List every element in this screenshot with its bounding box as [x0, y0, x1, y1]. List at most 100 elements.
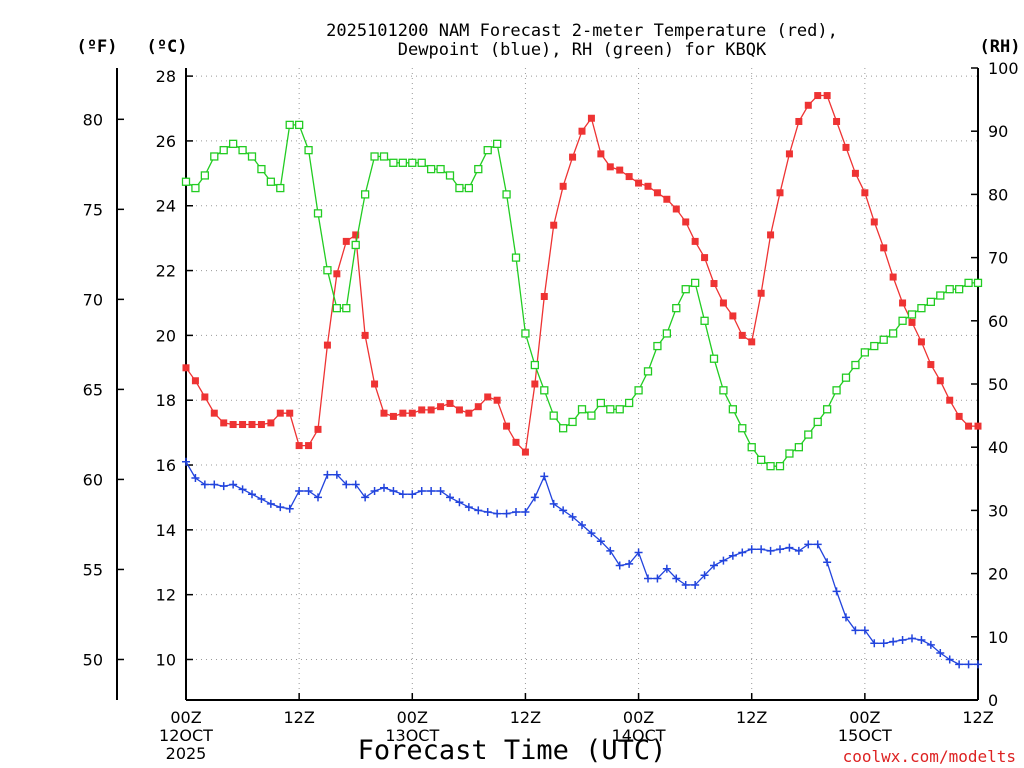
rh-point: [879, 335, 888, 344]
dewpoint-series: [182, 457, 982, 669]
dewpoint-point: [662, 564, 671, 573]
dewpoint-point: [813, 540, 822, 549]
2-meter-temperature-point: [220, 419, 228, 427]
dewpoint-point: [700, 571, 709, 580]
dewpoint-point: [908, 634, 916, 643]
dewpoint-point: [757, 545, 766, 554]
2-meter-temperature-point: [719, 299, 727, 307]
2-meter-temperature-point: [861, 189, 869, 197]
dewpoint-point: [446, 493, 454, 502]
rh-point: [822, 405, 832, 414]
rh-point: [417, 158, 426, 167]
data-series: [181, 92, 983, 669]
2-meter-temperature-point: [936, 377, 944, 385]
dewpoint-point: [870, 639, 879, 648]
2-meter-temperature-point: [823, 92, 831, 100]
2-meter-temperature-point: [842, 143, 850, 151]
2-meter-temperature-point: [427, 406, 435, 414]
fahrenheit-tick-label: 55: [83, 560, 103, 579]
dewpoint-point: [596, 537, 605, 546]
rh-point: [360, 190, 370, 199]
rh-point: [379, 152, 389, 161]
rh-point: [747, 443, 756, 452]
2-meter-temperature-point: [239, 421, 247, 429]
2-meter-temperature-point: [389, 412, 397, 420]
2-meter-temperature-point: [682, 218, 690, 226]
rh-point: [766, 462, 775, 471]
dewpoint-point: [747, 545, 756, 554]
credit-link[interactable]: coolwx.com/modelts: [843, 747, 1016, 766]
2-meter-temperature-point: [672, 205, 680, 213]
rh-point: [313, 209, 323, 218]
2-meter-temperature-point: [889, 273, 897, 281]
2-meter-temperature-point: [540, 292, 548, 300]
rh-point: [785, 449, 794, 458]
rh-point: [436, 164, 445, 174]
rh-point: [907, 310, 917, 319]
rh-point: [247, 152, 257, 161]
2-meter-temperature-point: [455, 406, 463, 414]
rh-point: [898, 316, 907, 325]
dewpoint-point: [615, 561, 624, 570]
rh-tick-label: 80: [988, 185, 1008, 204]
dewpoint-point: [851, 626, 860, 635]
rh-series: [181, 120, 983, 471]
2-meter-temperature-point: [851, 169, 859, 177]
2-meter-temperature-point: [531, 380, 539, 388]
2-meter-temperature-point: [286, 409, 294, 417]
2-meter-temperature-point: [804, 101, 812, 109]
2-meter-temperature-point: [361, 331, 369, 339]
rh-point: [568, 417, 577, 427]
2-meter-temperature-point: [371, 380, 379, 388]
x-tick-label: 12Z: [283, 708, 314, 727]
dewpoint-point: [229, 480, 238, 489]
dewpoint-point: [417, 486, 426, 495]
dewpoint-point: [530, 493, 539, 502]
rh-point: [775, 462, 785, 471]
2-meter-temperature-point: [191, 377, 199, 385]
dewpoint-point: [766, 546, 775, 555]
2-meter-temperature-point: [880, 244, 888, 252]
dewpoint-point: [332, 470, 341, 479]
rh-point: [370, 152, 379, 161]
axis-ticks: 10 12 14 16 18 20 22 24 26 28 50 55 60 65 70 75 80 0 10 20 3…: [83, 59, 1019, 763]
2-meter-temperature-point: [446, 399, 454, 407]
rh-tick-label: 0: [988, 691, 998, 710]
2-meter-temperature-point: [229, 421, 237, 429]
2-meter-temperature-point: [418, 406, 426, 414]
dewpoint-point: [634, 548, 643, 557]
rh-point: [738, 424, 747, 433]
rh-point: [540, 386, 549, 395]
2-meter-temperature-point: [257, 421, 265, 429]
x-tick-label: 00Z: [170, 708, 201, 727]
2-meter-temperature-point: [465, 409, 473, 417]
rh-point: [945, 285, 954, 294]
rh-unit-label: (RH): [980, 37, 1021, 57]
dewpoint-point: [842, 613, 850, 622]
2-meter-temperature-point: [314, 425, 322, 433]
rh-point: [794, 443, 804, 452]
rh-point: [888, 329, 898, 338]
2-meter-temperature-point: [767, 231, 775, 239]
rh-point: [210, 152, 219, 161]
2-meter-temperature-point: [399, 409, 407, 417]
dewpoint-point: [955, 660, 964, 669]
2-meter-temperature-point: [606, 163, 614, 171]
rh-point: [709, 354, 719, 363]
dewpoint-point: [625, 559, 634, 568]
dewpoint-point: [559, 506, 568, 515]
rh-point: [964, 278, 973, 288]
rh-point: [276, 183, 285, 193]
dewpoint-point: [832, 587, 841, 596]
2-meter-temperature-point: [757, 289, 765, 297]
x-tick-label: 00Z: [397, 708, 428, 727]
2-meter-temperature-point: [729, 312, 737, 320]
dewpoint-point: [785, 543, 794, 552]
rh-point: [181, 177, 191, 186]
2-meter-temperature-point: [333, 270, 341, 278]
dewpoint-point: [974, 660, 982, 669]
rh-point: [238, 146, 247, 155]
rh-tick-label: 60: [988, 312, 1008, 331]
dewpoint-point: [710, 561, 718, 570]
dewpoint-point: [474, 506, 483, 515]
